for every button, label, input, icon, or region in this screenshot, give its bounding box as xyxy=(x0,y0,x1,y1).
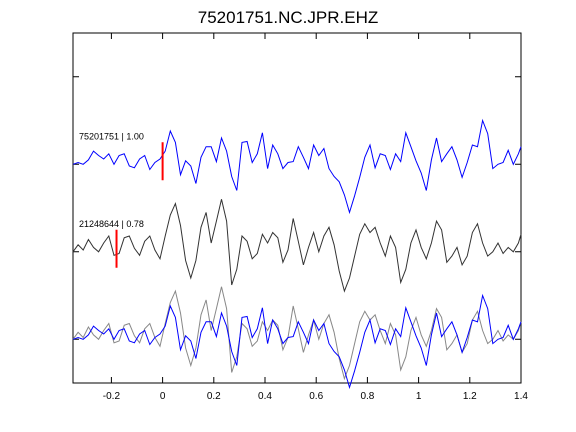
x-axis: -0.2 0 0.2 0.4 0.6 0.8 1 1.2 1.4 xyxy=(103,33,528,402)
x-tick-label: 0.8 xyxy=(360,391,374,402)
x-tick-label: 0.4 xyxy=(258,391,272,402)
waveform-trace-1 xyxy=(72,118,522,215)
x-tick-label: 0.2 xyxy=(207,391,221,402)
x-tick-label: 0 xyxy=(160,391,166,402)
overlay-match-trace xyxy=(72,286,522,381)
waveform-trace-2 xyxy=(72,199,522,293)
x-tick-label: 1.2 xyxy=(463,391,477,402)
x-tick-label: 1.4 xyxy=(514,391,528,402)
trace-label-1: 75201751 | 1.00 xyxy=(79,131,144,141)
trace-label-2: 21248644 | 0.78 xyxy=(79,219,144,229)
x-tick-label: -0.2 xyxy=(103,391,121,402)
x-tick-label: 0.6 xyxy=(309,391,323,402)
overlay-template-trace xyxy=(72,293,522,390)
x-tick-label: 1 xyxy=(416,391,422,402)
plot-area-frame xyxy=(72,32,522,384)
waveform-traces xyxy=(72,118,522,390)
chart-title: 75201751.NC.JPR.EHZ xyxy=(198,8,378,27)
trace-labels: 75201751 | 1.00 21248644 | 0.78 xyxy=(79,131,144,229)
